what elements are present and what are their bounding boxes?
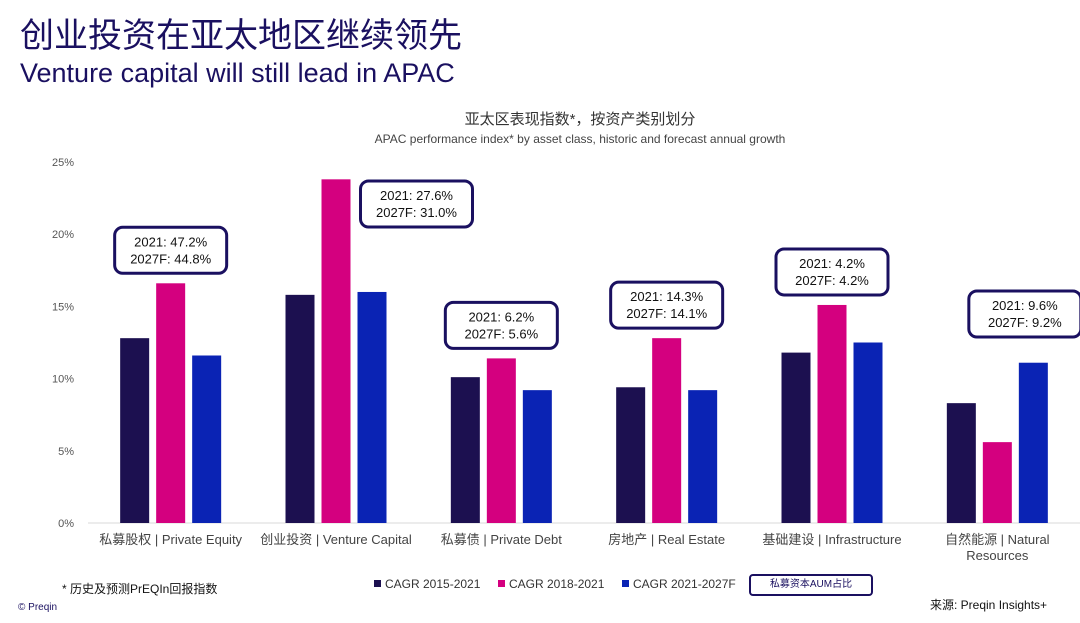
bar [156,283,186,523]
x-tick-label: 基础建设 | Infrastructure [762,532,901,547]
bar [853,342,883,523]
annotation-line-2021: 2021: 47.2% [134,234,207,249]
annotation-line-2021: 2021: 4.2% [799,256,865,271]
y-tick-label: 15% [52,301,74,313]
annotation-box [443,300,559,350]
bar [817,304,847,523]
y-tick-label: 10% [52,374,74,386]
x-tick-label: 私募股权 | Private Equity [99,532,242,547]
legend-swatch-series-2 [498,580,505,587]
bar [522,390,552,523]
x-tick-label: 私募债 | Private Debt [441,532,563,547]
annotation-line-2021: 2021: 27.6% [380,188,453,203]
legend-swatch-series-3 [622,580,629,587]
bar [486,358,516,523]
annotation-box [359,179,474,229]
y-tick-label: 0% [58,518,74,530]
source-note: 来源: Preqin Insights+ [930,598,1048,612]
annotation-box [967,289,1080,339]
legend-item-series-1: CAGR 2015-2021 [374,577,480,591]
legend-label-series-2: CAGR 2018-2021 [509,577,605,591]
bar [616,387,646,523]
bar [120,338,150,523]
annotation-line-2027f: 2027F: 14.1% [626,306,707,321]
legend-item-series-3: CAGR 2021-2027F [622,577,736,591]
bar [321,179,351,523]
y-tick-label: 20% [52,229,74,241]
x-tick-label: 自然能源 | Natural [945,532,1050,547]
bar [781,352,811,523]
performance-bar-chart: 亚太区表现指数*，按资产类别划分 APAC performance index*… [52,111,1080,563]
bar [450,377,480,523]
annotation-line-2027f: 2027F: 9.2% [988,315,1062,330]
plot-area: 0% 5% 10% 15% 20% 25% 私募股权 | Private Equity 创业投… [52,157,1080,563]
x-tick-label: 房地产 | Real Estate [608,532,725,547]
chart-subtitle: APAC performance index* by asset class, … [375,132,786,146]
bar [357,291,387,523]
bar [192,355,222,523]
x-tick-label: Resources [966,548,1029,563]
footnote: * 历史及预测PrEQIn回报指数 [62,582,218,596]
bar [1018,362,1048,523]
bar [982,442,1012,523]
bar [688,390,718,523]
bar [285,294,315,523]
page-title-en: Venture capital will still lead in APAC [20,58,455,88]
legend-item-series-2: CAGR 2018-2021 [498,577,604,591]
annotation-line-2027f: 2027F: 5.6% [464,326,538,341]
annotation-box [774,247,890,297]
legend-label-series-1: CAGR 2015-2021 [385,577,481,591]
y-tick-label: 25% [52,157,74,169]
annotation-box [609,280,725,330]
legend-annotation-box: 私募资本AUM占比 [749,574,873,596]
copyright: © Preqin [18,602,58,613]
annotation-line-2027f: 2027F: 31.0% [376,205,457,220]
x-tick-label: 创业投资 | Venture Capital [260,532,412,547]
page-title-zh: 创业投资在亚太地区继续领先 [20,17,462,55]
bar [946,403,976,523]
annotation-line-2021: 2021: 6.2% [468,309,534,324]
annotation-line-2027f: 2027F: 44.8% [130,251,211,266]
annotation-line-2021: 2021: 14.3% [630,289,703,304]
annotation-box [113,225,229,275]
annotation-line-2021: 2021: 9.6% [992,298,1058,313]
annotation-line-2027f: 2027F: 4.2% [795,273,869,288]
chart-legend: CAGR 2015-2021 CAGR 2018-2021 CAGR 2021-… [0,574,1080,596]
chart-title: 亚太区表现指数*，按资产类别划分 [465,111,696,128]
y-tick-label: 5% [58,446,74,458]
legend-swatch-series-1 [374,580,381,587]
bar [652,338,682,523]
legend-label-series-3: CAGR 2021-2027F [633,577,736,591]
